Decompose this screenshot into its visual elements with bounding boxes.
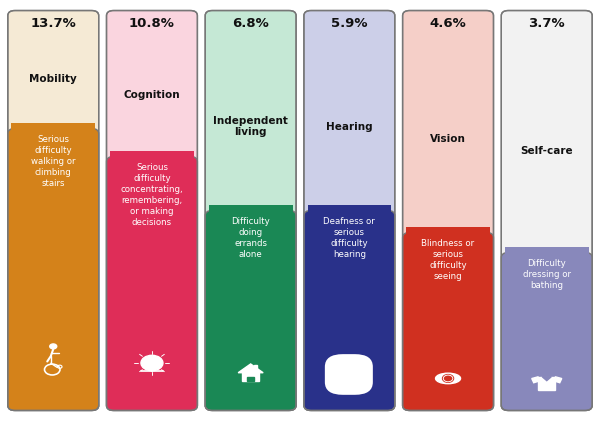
Text: Deafness or
serious
difficulty
hearing: Deafness or serious difficulty hearing [323, 217, 375, 259]
Text: 13.7%: 13.7% [31, 17, 76, 30]
FancyBboxPatch shape [403, 11, 493, 410]
Bar [209, 205, 293, 221]
FancyBboxPatch shape [502, 11, 592, 410]
Text: Blindness or
serious
difficulty
seeing: Blindness or serious difficulty seeing [421, 239, 475, 281]
Polygon shape [238, 364, 263, 373]
Circle shape [50, 344, 57, 349]
FancyBboxPatch shape [304, 11, 395, 410]
Bar [308, 205, 391, 221]
Text: Independent
living: Independent living [213, 116, 288, 137]
FancyBboxPatch shape [107, 11, 197, 410]
Circle shape [141, 355, 163, 371]
FancyBboxPatch shape [502, 253, 592, 410]
FancyBboxPatch shape [8, 128, 98, 410]
Polygon shape [555, 377, 562, 383]
Bar [110, 152, 194, 167]
Text: Serious
difficulty
walking or
climbing
stairs: Serious difficulty walking or climbing s… [31, 135, 76, 188]
FancyBboxPatch shape [403, 232, 493, 410]
Text: 3.7%: 3.7% [529, 17, 565, 30]
Text: Self-care: Self-care [520, 146, 573, 156]
Text: 10.8%: 10.8% [129, 17, 175, 30]
Circle shape [443, 375, 454, 382]
Polygon shape [542, 377, 551, 381]
FancyBboxPatch shape [107, 157, 197, 410]
FancyBboxPatch shape [304, 210, 395, 410]
Bar [538, 377, 555, 390]
Bar [254, 365, 257, 370]
Text: Vision: Vision [430, 134, 466, 144]
FancyBboxPatch shape [8, 11, 98, 410]
Text: Hearing: Hearing [326, 122, 373, 131]
Text: Serious
difficulty
concentrating,
remembering,
or making
decisions: Serious difficulty concentrating, rememb… [121, 163, 183, 227]
Ellipse shape [436, 373, 461, 384]
Text: 4.6%: 4.6% [430, 17, 466, 30]
FancyBboxPatch shape [325, 354, 373, 395]
Text: Difficulty
doing
errands
alone: Difficulty doing errands alone [231, 217, 270, 259]
Text: 6.8%: 6.8% [232, 17, 269, 30]
FancyBboxPatch shape [205, 11, 296, 410]
Bar [505, 248, 589, 263]
Bar [242, 373, 259, 381]
Bar [406, 227, 490, 242]
FancyBboxPatch shape [205, 210, 296, 410]
Text: Mobility: Mobility [29, 74, 77, 84]
Polygon shape [532, 377, 538, 383]
Text: Difficulty
dressing or
bathing: Difficulty dressing or bathing [523, 259, 571, 290]
Bar [11, 123, 95, 139]
Text: 5.9%: 5.9% [331, 17, 368, 30]
Bar [247, 376, 254, 381]
Text: Cognition: Cognition [124, 90, 180, 100]
